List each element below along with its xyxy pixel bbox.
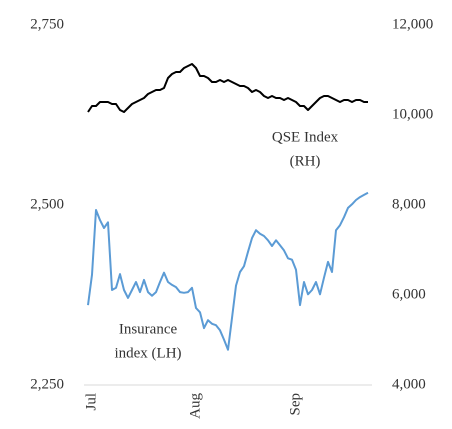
x-tick-label: Jul (83, 393, 99, 411)
x-tick-label: Aug (187, 393, 203, 419)
y2-tick-label: 12,000 (392, 16, 433, 32)
series-line (87, 191, 369, 351)
annotation: Insurance (119, 321, 178, 337)
annotation: QSE Index (272, 129, 339, 145)
series-line (87, 63, 368, 113)
y-tick-label: 2,750 (30, 16, 64, 32)
annotation: (RH) (290, 153, 321, 169)
x-tick-label: Sep (287, 393, 303, 416)
y2-tick-label: 6,000 (392, 286, 426, 302)
annotation: index (LH) (114, 345, 181, 361)
y2-tick-label: 4,000 (392, 376, 426, 392)
y2-tick-label: 10,000 (392, 106, 433, 122)
y-tick-label: 2,500 (30, 196, 64, 212)
y-tick-label: 2,250 (30, 376, 64, 392)
y2-tick-label: 8,000 (392, 196, 426, 212)
